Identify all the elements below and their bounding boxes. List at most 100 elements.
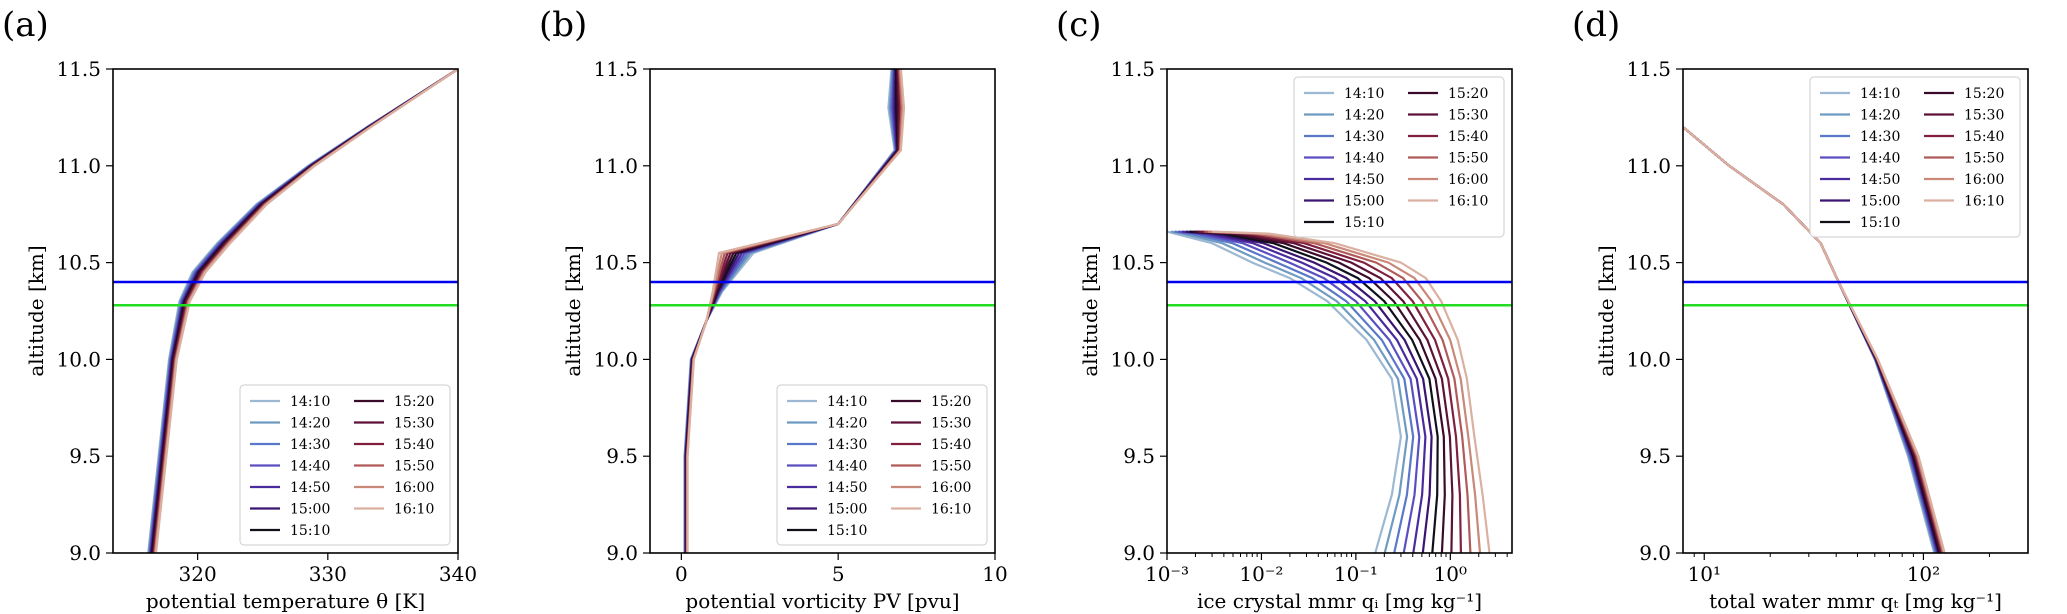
legend-label: 14:20 [1344,108,1384,124]
legend-label: 14:40 [827,459,867,475]
legend: 14:10 14:20 14:30 14:40 14:50 15:00 15:10 15:20… [239,384,451,546]
legend-label: 14:20 [827,416,867,432]
legend-label: 16:00 [1964,172,2004,188]
legend-label: 15:40 [1448,129,1488,145]
legend-label: 15:20 [1448,86,1488,102]
x-tick-label: 0 [675,562,688,586]
legend-label: 15:50 [931,459,971,475]
x-axis-label: potential vorticity PV [pvu] [685,589,959,613]
legend-label: 14:30 [1344,129,1384,145]
y-tick-label: 10.5 [1626,251,1671,275]
legend-label: 14:40 [1344,151,1384,167]
series-line-1550 [1204,230,1472,553]
legend-label: 15:10 [1860,215,1900,231]
legend-label: 14:20 [290,416,330,432]
x-tick-label: 10² [1907,562,1940,586]
y-tick-label: 10.5 [56,251,101,275]
series-line-1530 [1196,230,1454,553]
plot-frame [1166,68,1513,554]
y-tick-label: 11.0 [56,154,101,178]
panel-a: (a) 9.0 9.5 10.0 10.5 11.0 11.5 320 330 340 potent… [2,5,477,613]
legend-label: 15:10 [290,523,330,539]
x-axis-label: total water mmr qₜ [mg kg⁻¹] [1709,589,2002,613]
legend-label: 14:30 [1860,129,1900,145]
y-tick-label: 11.0 [1110,154,1155,178]
legend-box [239,384,451,546]
y-tick-label: 9.5 [1639,444,1671,468]
y-tick-label: 10.5 [1110,251,1155,275]
y-tick-label: 11.5 [1626,57,1671,81]
legend-label: 15:00 [1860,194,1900,210]
series-line-1610 [686,69,906,553]
x-tick-label: 10⁻² [1239,562,1283,586]
legend-label: 16:10 [1448,194,1488,210]
legend-label: 15:50 [1448,151,1488,167]
y-tick-label: 11.5 [593,57,638,81]
plot-frame [1682,68,2029,554]
legend-label: 14:50 [1860,172,1900,188]
legend-box [1809,76,2021,238]
series-line-1420 [1170,230,1409,553]
x-tick-label: 10⁰ [1434,562,1467,586]
x-tick-label: 340 [439,562,477,586]
x-tick-label: 330 [309,562,347,586]
legend-label: 15:00 [827,502,867,518]
legend-label: 14:40 [1860,151,1900,167]
legend-label: 15:30 [394,416,434,432]
plot-frame [112,68,459,554]
y-tick-label: 11.5 [1110,57,1155,81]
legend-label: 16:10 [931,502,971,518]
y-tick-label: 11.0 [593,154,638,178]
legend-label: 14:20 [1860,108,1900,124]
legend-label: 14:10 [1344,86,1384,102]
series-line-1500 [1185,230,1433,553]
x-tick-label: 10¹ [1688,562,1721,586]
legend-box [1293,76,1505,238]
y-axis-label: altitude [km] [561,245,585,376]
y-tick-label: 9.5 [606,444,638,468]
legend-label: 15:50 [394,459,434,475]
legend-label: 16:10 [1964,194,2004,210]
panel-label: (c) [1056,5,1102,45]
series-group [683,69,906,553]
series-group [1683,126,1946,553]
legend-label: 16:00 [394,480,434,496]
x-tick-label: 10 [982,562,1007,586]
legend-label: 15:10 [1344,215,1384,231]
y-tick-label: 10.0 [1110,347,1155,371]
legend-label: 14:10 [827,394,867,410]
y-tick-label: 9.5 [69,444,101,468]
legend: 14:10 14:20 14:30 14:40 14:50 15:00 15:10 15:20… [776,384,988,546]
legend-label: 15:20 [931,394,971,410]
y-tick-label: 10.0 [593,347,638,371]
panel-label: (d) [1572,5,1620,45]
legend-label: 15:50 [1964,151,2004,167]
legend-label: 15:30 [1448,108,1488,124]
x-tick-label: 320 [179,562,217,586]
legend-label: 15:30 [1964,108,2004,124]
series-line-1410 [1167,230,1403,553]
y-tick-label: 9.0 [606,541,638,565]
series-group [1167,230,1491,553]
legend-label: 15:00 [1344,194,1384,210]
legend-label: 15:30 [931,416,971,432]
y-tick-label: 11.0 [1626,154,1671,178]
series-line-1510 [1189,230,1439,553]
legend-label: 14:10 [1860,86,1900,102]
y-axis-label: altitude [km] [1594,245,1618,376]
y-tick-label: 10.0 [1626,347,1671,371]
legend-box [776,384,988,546]
y-axis-label: altitude [km] [24,245,48,376]
series-line-1610 [154,69,458,553]
series-line-1450 [1181,230,1427,553]
legend-label: 15:40 [931,437,971,453]
panel-b: (b) 9.0 9.5 10.0 10.5 11.0 11.5 0 5 10 potential v… [539,5,1008,613]
y-tick-label: 9.5 [1123,444,1155,468]
y-tick-label: 10.0 [56,347,101,371]
series-line-1440 [1178,230,1421,553]
legend-label: 14:50 [827,480,867,496]
y-tick-label: 10.5 [593,251,638,275]
legend-label: 15:00 [290,502,330,518]
legend-label: 16:00 [1448,172,1488,188]
